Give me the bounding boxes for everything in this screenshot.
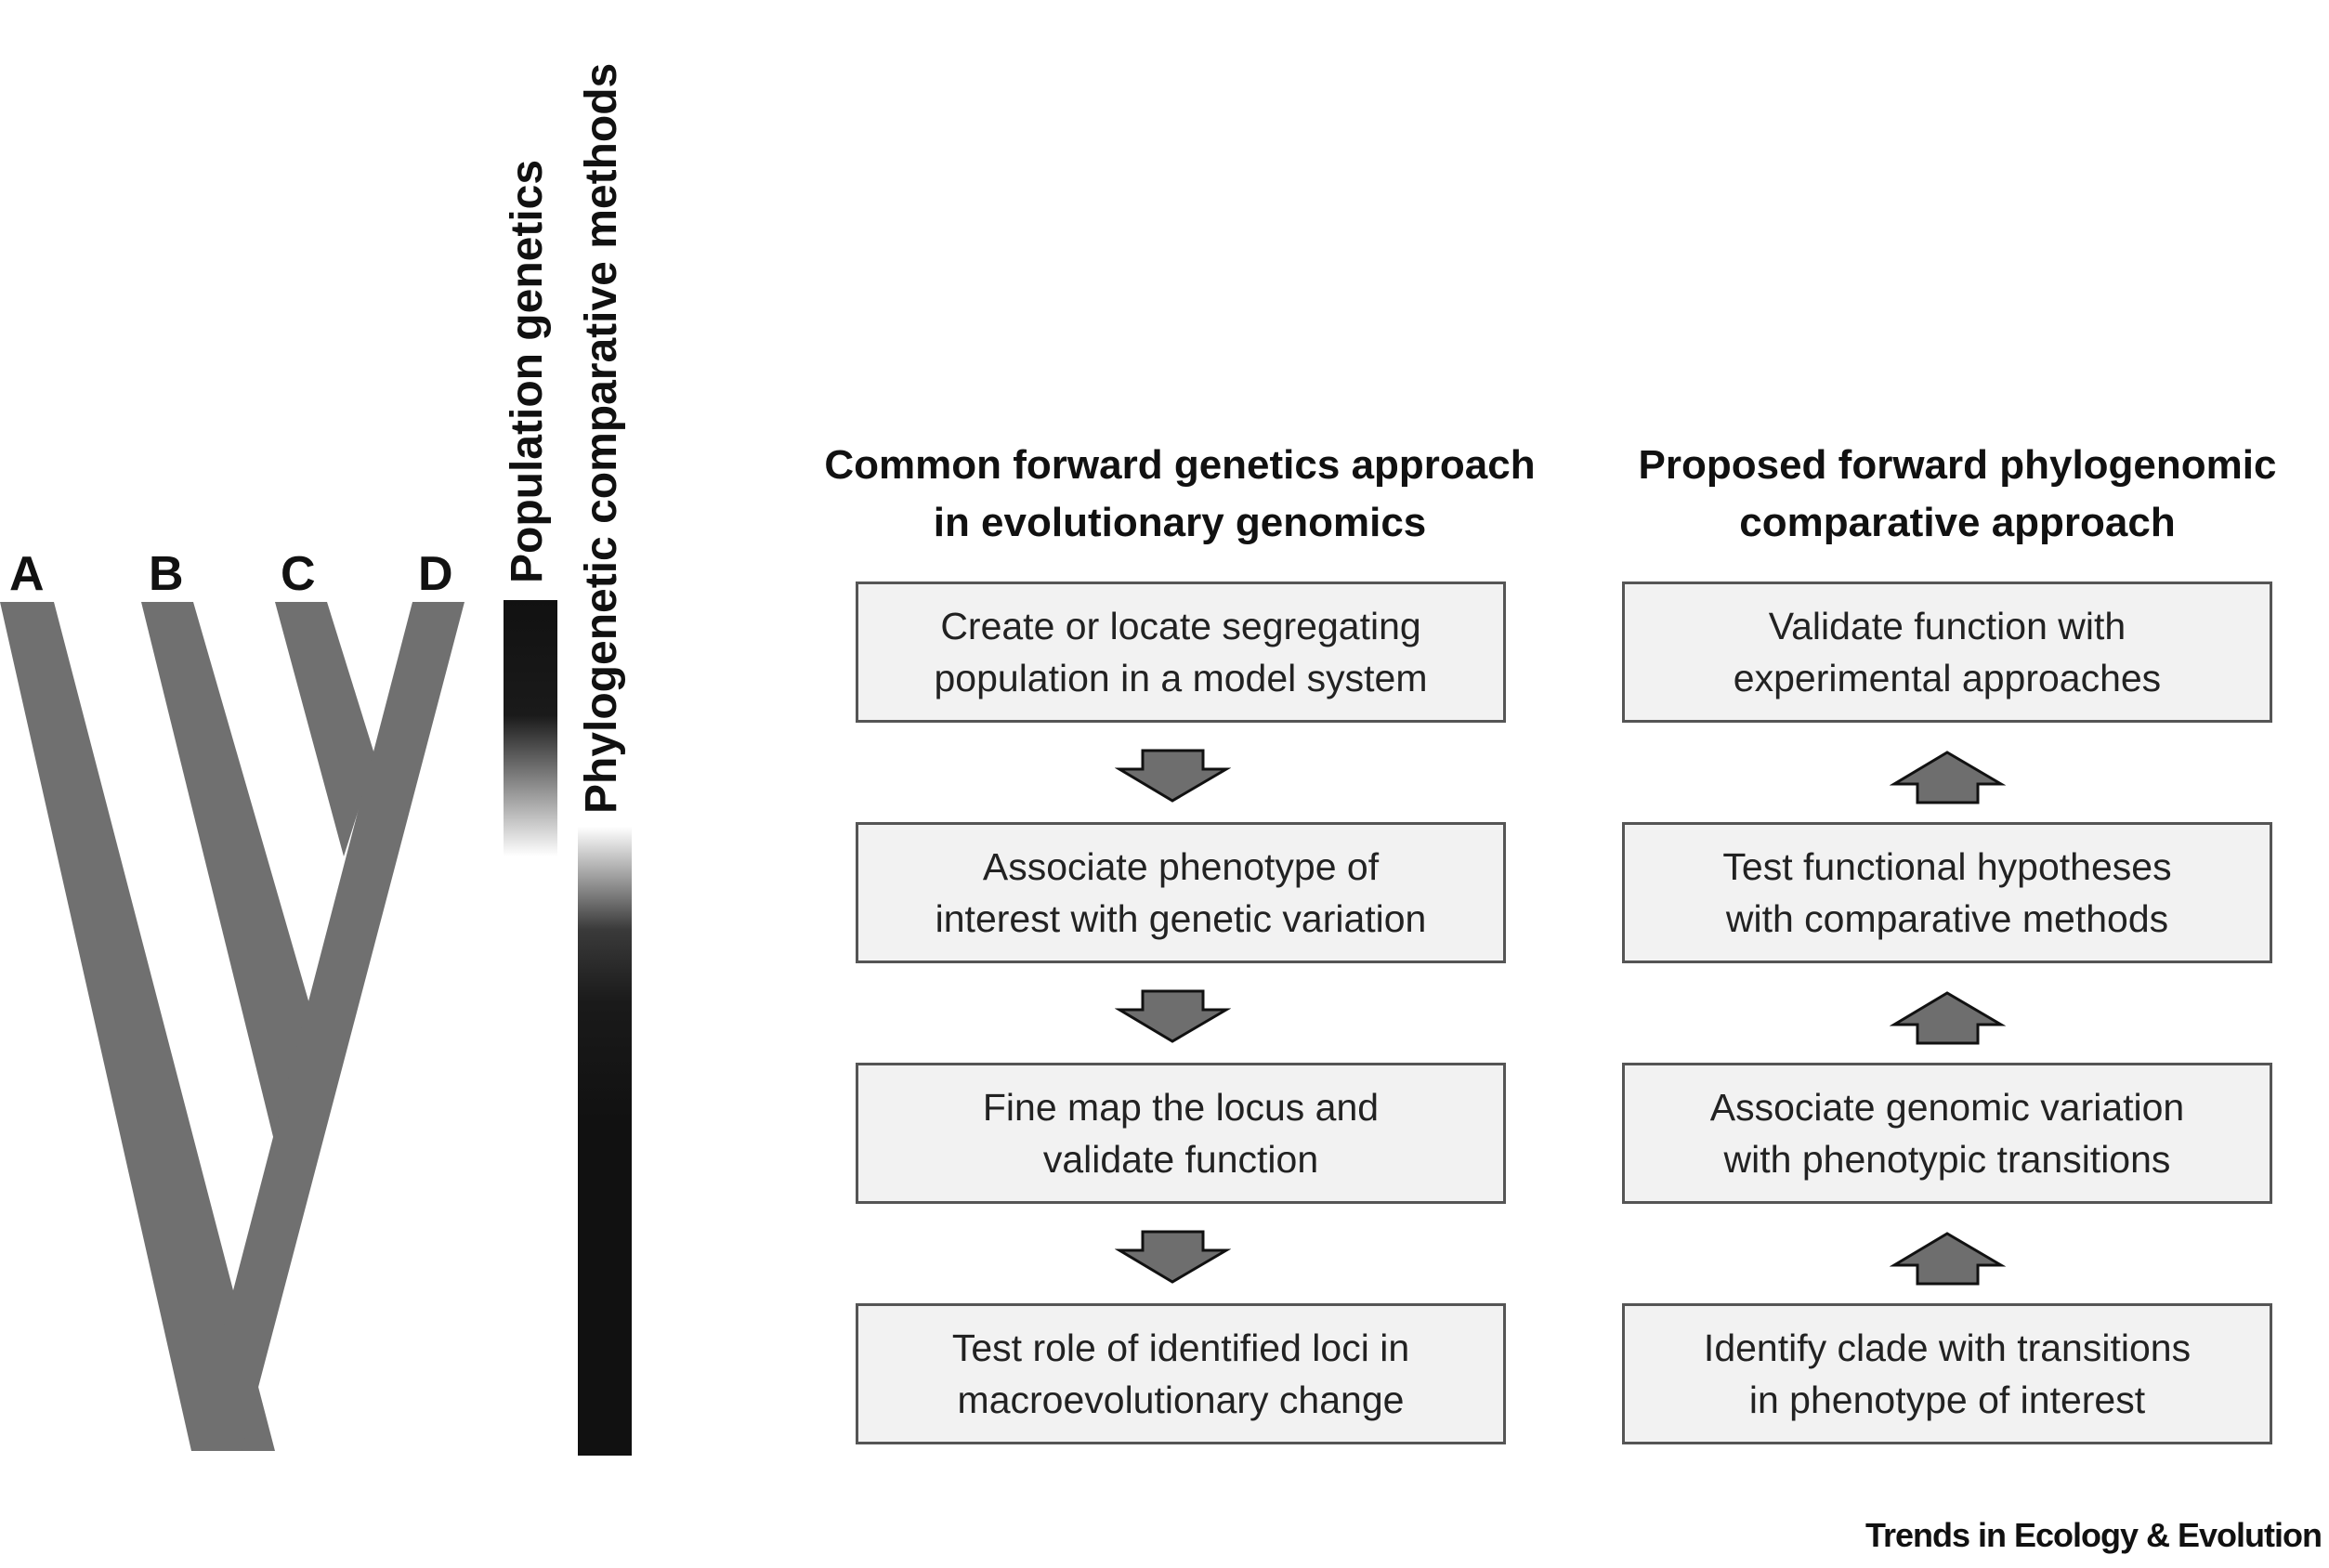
right-step-1: Validate function with experimental appro… [1622, 581, 2272, 723]
right-step-3: Associate genomic variation with phenotyp… [1622, 1063, 2272, 1204]
branch-a [0, 602, 275, 1451]
tip-label-b: B [149, 547, 184, 601]
down-arrow-icon [1115, 1230, 1231, 1284]
left-step-4: Test role of identified loci in macroevol… [856, 1303, 1506, 1444]
tip-label-c: C [281, 547, 316, 601]
up-arrow-icon [1890, 751, 2006, 804]
right-step-4: Identify clade with transitions in phenot… [1622, 1303, 2272, 1444]
journal-credit: Trends in Ecology & Evolution [1865, 1516, 2322, 1554]
population-genetics-label: Population genetics [503, 159, 552, 583]
tip-label-d: D [418, 547, 453, 601]
left-step-2: Associate phenotype of interest with gene… [856, 822, 1506, 963]
left-column-heading: Common forward genetics approach in evol… [824, 442, 1536, 545]
branch-c [275, 602, 375, 856]
tip-label-a: A [9, 547, 45, 601]
phylogenetic-methods-label: Phylogenetic comparative methods [577, 62, 626, 814]
right-column-heading: Proposed forward phylogenomic comparativ… [1638, 442, 2277, 545]
up-arrow-icon [1890, 1232, 2006, 1286]
up-arrow-icon [1890, 991, 2006, 1045]
down-arrow-icon [1115, 749, 1231, 803]
phylogenetic-methods-bar [578, 827, 632, 1120]
timescale-bars [504, 600, 632, 1456]
left-step-1: Create or locate segregating population i… [856, 581, 1506, 723]
down-arrow-icon [1115, 989, 1231, 1043]
left-step-3: Fine map the locus and validate function [856, 1063, 1506, 1204]
branch-d [191, 602, 464, 1451]
right-step-2: Test functional hypotheses with comparati… [1622, 822, 2272, 963]
branch-b [141, 602, 328, 1152]
phylogenetic-tree [0, 602, 464, 1451]
population-genetics-bar [504, 600, 557, 856]
